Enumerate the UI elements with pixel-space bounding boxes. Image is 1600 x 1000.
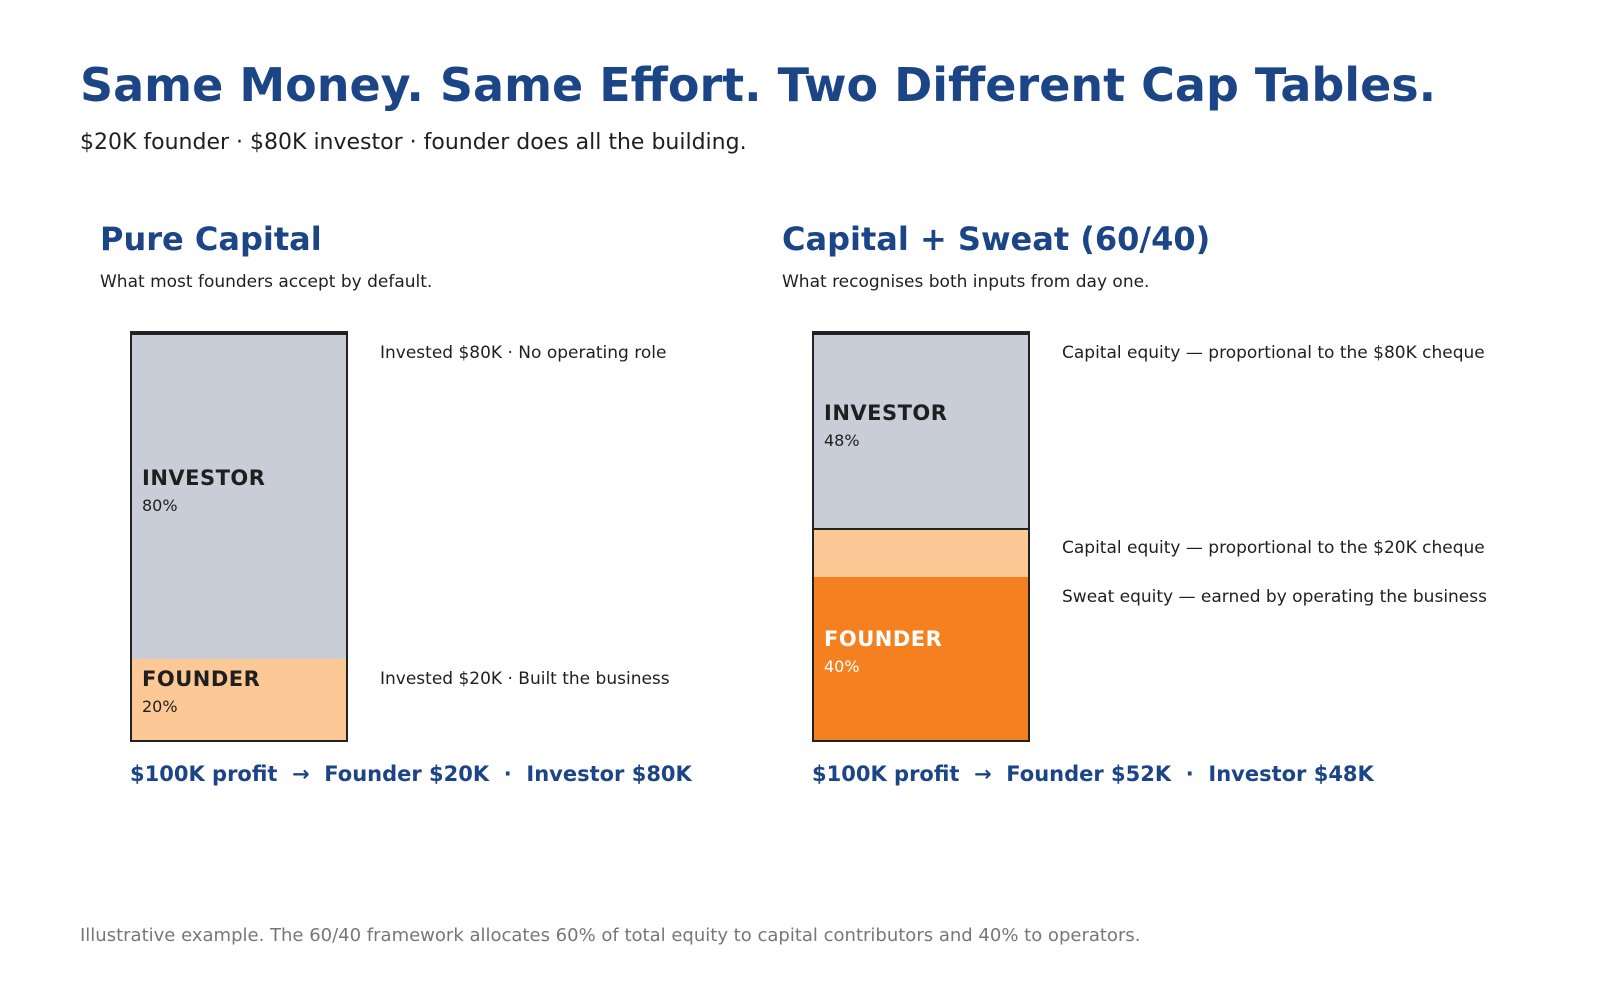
chart-1-segment-percent: 80% bbox=[142, 495, 178, 515]
chart-2-stacked-bar: FOUNDER 40% INVESTOR 48% bbox=[812, 331, 1030, 742]
chart-1-profit-summary: $100K profit → Founder $20K · Investor $… bbox=[130, 762, 692, 786]
chart-2-subtitle: What recognises both inputs from day one… bbox=[782, 272, 1150, 292]
chart-2-annotation: Capital equity — proportional to the $80… bbox=[1062, 343, 1485, 363]
chart-2-segment-percent: 40% bbox=[824, 656, 860, 676]
chart-2-profit-summary: $100K profit → Founder $52K · Investor $… bbox=[812, 762, 1374, 786]
page-title: Same Money. Same Effort. Two Different C… bbox=[80, 58, 1437, 112]
chart-1-segment-percent: 20% bbox=[142, 697, 178, 717]
chart-2-segment-founder: FOUNDER 40% bbox=[814, 577, 1028, 740]
chart-2-segment-investor: INVESTOR 48% bbox=[814, 333, 1028, 529]
chart-1-stacked-bar: FOUNDER 20% INVESTOR 80% bbox=[130, 331, 348, 742]
chart-1-segment-label: INVESTOR bbox=[142, 465, 266, 490]
chart-1-segment-investor: INVESTOR 80% bbox=[132, 333, 346, 659]
chart-2-annotation: Sweat equity — earned by operating the b… bbox=[1062, 587, 1487, 608]
chart-2-segment-label: FOUNDER bbox=[824, 626, 943, 651]
page-subtitle: $20K founder · $80K investor · founder d… bbox=[80, 130, 747, 155]
chart-2-title: Capital + Sweat (60/40) bbox=[782, 220, 1211, 258]
chart-2-segment-label: INVESTOR bbox=[824, 400, 948, 425]
chart-1-segment-founder: FOUNDER 20% bbox=[132, 658, 346, 740]
chart-2-segment-percent: 48% bbox=[824, 430, 860, 450]
chart-1-annotation: Invested $20K · Built the business bbox=[380, 668, 670, 689]
chart-2-segment-capital-top-up bbox=[814, 528, 1028, 578]
chart-1-segment-label: FOUNDER bbox=[142, 667, 261, 692]
chart-1-subtitle: What most founders accept by default. bbox=[100, 272, 433, 292]
footnote: Illustrative example. The 60/40 framewor… bbox=[80, 925, 1141, 946]
chart-1-title: Pure Capital bbox=[100, 220, 322, 258]
chart-1-annotation: Invested $80K · No operating role bbox=[380, 343, 667, 363]
chart-2-annotation: Capital equity — proportional to the $20… bbox=[1062, 538, 1485, 559]
